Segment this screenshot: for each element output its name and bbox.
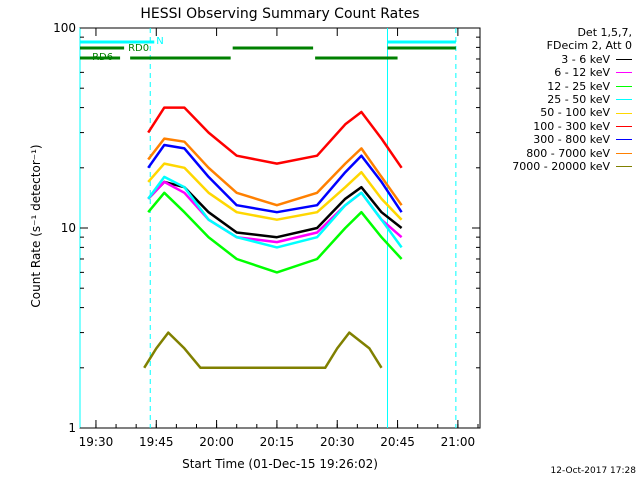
- x-tick-label-4: 20:30: [320, 435, 355, 449]
- legend-item-5: 100 - 300 keV: [512, 120, 632, 133]
- legend-swatch-5: [616, 126, 632, 128]
- y-axis-label: Count Rate (s⁻¹ detector⁻¹): [29, 144, 43, 307]
- series-line-2: [147, 191, 403, 274]
- y-tick-label-0: 1: [68, 421, 76, 435]
- legend-label-5: 100 - 300 keV: [533, 119, 610, 133]
- legend-label-0: 3 - 6 keV: [561, 52, 610, 66]
- legend-item-3: 25 - 50 keV: [512, 93, 632, 106]
- legend-item-1: 6 - 12 keV: [512, 66, 632, 79]
- legend-swatch-6: [616, 139, 632, 141]
- series-line-7: [147, 137, 403, 207]
- legend-swatch-2: [616, 85, 632, 87]
- legend-swatch-4: [616, 112, 632, 114]
- legend-swatch-1: [616, 72, 632, 74]
- flag-label-rd6: RD6: [92, 52, 113, 63]
- series-line-0: [147, 180, 403, 239]
- legend-item-6: 300 - 800 keV: [512, 133, 632, 146]
- x-tick-label-2: 20:00: [199, 435, 234, 449]
- series-line-8: [143, 331, 383, 370]
- legend-label-6: 300 - 800 keV: [533, 133, 610, 147]
- legend-item-0: 3 - 6 keV: [512, 53, 632, 66]
- flag-label-rd0: RD0: [128, 43, 149, 54]
- legend-header-2: FDecim 2, Att 0: [546, 39, 632, 53]
- legend-label-8: 7000 - 20000 keV: [512, 160, 610, 174]
- x-tick-label-3: 20:15: [260, 435, 295, 449]
- x-tick-label-0: 19:30: [79, 435, 114, 449]
- x-axis-label: Start Time (01-Dec-15 19:26:02): [182, 457, 378, 471]
- legend-item-2: 12 - 25 keV: [512, 80, 632, 93]
- legend-swatch-8: [616, 166, 632, 168]
- legend-label-3: 25 - 50 keV: [547, 93, 610, 107]
- legend-item-7: 800 - 7000 keV: [512, 147, 632, 160]
- legend-swatch-7: [616, 152, 632, 154]
- legend-label-2: 12 - 25 keV: [547, 79, 610, 93]
- flag-label-n: N: [156, 36, 163, 47]
- legend-label-4: 50 - 100 keV: [540, 106, 610, 120]
- legend-item-4: 50 - 100 keV: [512, 106, 632, 119]
- series-line-4: [147, 162, 403, 221]
- timestamp-footer: 12-Oct-2017 17:28: [550, 466, 636, 476]
- y-tick-label-1: 10: [61, 221, 76, 235]
- series-line-3: [147, 175, 403, 249]
- legend-swatch-0: [616, 59, 632, 61]
- legend-label-1: 6 - 12 keV: [554, 66, 610, 80]
- series-line-5: [147, 106, 403, 169]
- legend-label-7: 800 - 7000 keV: [526, 146, 610, 160]
- y-tick-label-2: 100: [53, 21, 76, 35]
- series-line-6: [147, 143, 403, 214]
- legend-swatch-3: [616, 99, 632, 101]
- x-tick-label-1: 19:45: [139, 435, 174, 449]
- chart-title: HESSI Observing Summary Count Rates: [140, 6, 419, 22]
- x-tick-label-6: 21:00: [441, 435, 476, 449]
- legend: Det 1,5,7, FDecim 2, Att 0 3 - 6 keV 6 - …: [512, 26, 632, 173]
- legend-item-8: 7000 - 20000 keV: [512, 160, 632, 173]
- legend-header-1: Det 1,5,7,: [577, 26, 632, 39]
- x-tick-label-5: 20:45: [380, 435, 415, 449]
